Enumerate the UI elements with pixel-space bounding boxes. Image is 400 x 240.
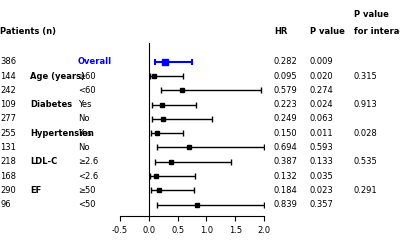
Text: 0.024: 0.024: [310, 100, 334, 109]
Text: Yes: Yes: [78, 129, 92, 138]
Text: <60: <60: [78, 86, 96, 95]
Text: 168: 168: [0, 172, 16, 180]
Text: 0.593: 0.593: [310, 143, 334, 152]
Text: ≥60: ≥60: [78, 72, 96, 81]
Text: 0.133: 0.133: [310, 157, 334, 166]
Text: <2.6: <2.6: [78, 172, 98, 180]
Text: 0.132: 0.132: [274, 172, 298, 180]
Text: No: No: [78, 114, 90, 123]
Text: P value: P value: [354, 10, 389, 19]
Text: 0.011: 0.011: [310, 129, 334, 138]
Text: Patients (n): Patients (n): [0, 27, 56, 36]
Text: 0.694: 0.694: [274, 143, 298, 152]
Text: 0.223: 0.223: [274, 100, 298, 109]
Text: P value: P value: [310, 27, 345, 36]
Text: EF: EF: [30, 186, 41, 195]
Text: 255: 255: [0, 129, 16, 138]
Text: Diabetes: Diabetes: [30, 100, 72, 109]
Text: Hypertension: Hypertension: [30, 129, 94, 138]
Text: 242: 242: [0, 86, 16, 95]
Text: 109: 109: [0, 100, 16, 109]
Text: 0.095: 0.095: [274, 72, 298, 81]
Text: 0.535: 0.535: [354, 157, 378, 166]
Text: LDL-C: LDL-C: [30, 157, 57, 166]
Text: 0.282: 0.282: [274, 57, 298, 66]
Text: Overall: Overall: [78, 57, 112, 66]
Text: HR: HR: [274, 27, 287, 36]
Text: 386: 386: [0, 57, 16, 66]
Text: 96: 96: [0, 200, 11, 209]
Text: 0.579: 0.579: [274, 86, 298, 95]
Text: No: No: [78, 143, 90, 152]
Text: 144: 144: [0, 72, 16, 81]
Text: 0.035: 0.035: [310, 172, 334, 180]
Text: 0.291: 0.291: [354, 186, 378, 195]
Text: 0.184: 0.184: [274, 186, 298, 195]
Text: 0.063: 0.063: [310, 114, 334, 123]
Text: 0.023: 0.023: [310, 186, 334, 195]
Text: for interaction: for interaction: [354, 27, 400, 36]
Text: 290: 290: [0, 186, 16, 195]
Text: 0.009: 0.009: [310, 57, 334, 66]
Text: Yes: Yes: [78, 100, 92, 109]
Text: 0.839: 0.839: [274, 200, 298, 209]
Text: 131: 131: [0, 143, 16, 152]
Text: 277: 277: [0, 114, 16, 123]
Text: ≥50: ≥50: [78, 186, 96, 195]
Text: Age (years): Age (years): [30, 72, 85, 81]
Text: 0.249: 0.249: [274, 114, 298, 123]
Text: 0.913: 0.913: [354, 100, 378, 109]
Text: 0.274: 0.274: [310, 86, 334, 95]
Text: <50: <50: [78, 200, 96, 209]
Text: 0.150: 0.150: [274, 129, 298, 138]
Text: 0.020: 0.020: [310, 72, 334, 81]
Text: 0.357: 0.357: [310, 200, 334, 209]
Text: 0.028: 0.028: [354, 129, 378, 138]
Text: 0.315: 0.315: [354, 72, 378, 81]
Text: 0.387: 0.387: [274, 157, 298, 166]
Text: ≥2.6: ≥2.6: [78, 157, 98, 166]
Text: 218: 218: [0, 157, 16, 166]
